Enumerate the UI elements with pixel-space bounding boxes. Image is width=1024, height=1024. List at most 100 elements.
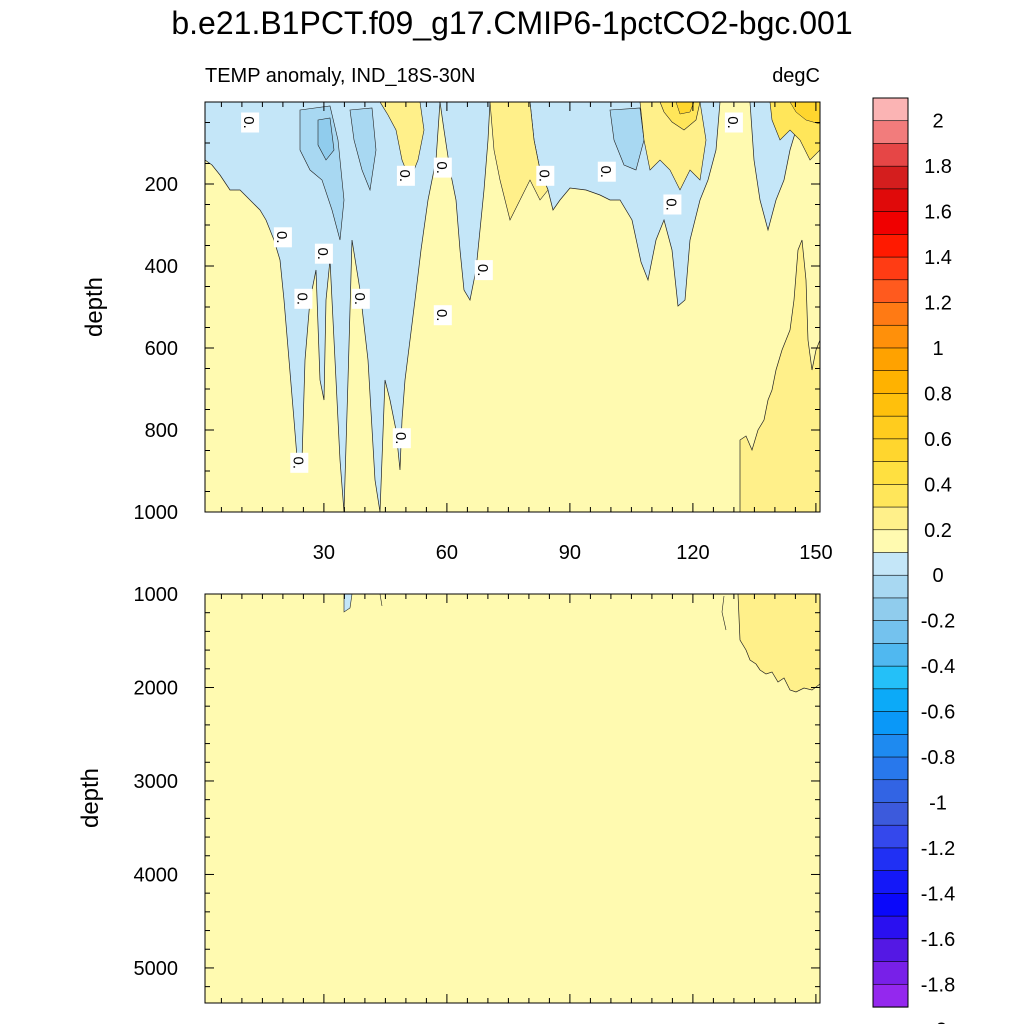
lower-positive-region-east	[737, 594, 820, 693]
contour-label-background	[351, 288, 370, 309]
colorbar-swatch	[872, 506, 909, 531]
contour-label-background	[663, 194, 682, 215]
colorbar-swatch	[872, 938, 909, 963]
colorbar-swatch	[872, 438, 909, 463]
lower-y-tick-label: 2000	[134, 677, 179, 699]
contour-label-background	[273, 227, 292, 248]
contour-label-background	[536, 165, 555, 186]
lower-contour-west-2	[379, 594, 383, 607]
contour-label: 0.	[351, 288, 370, 309]
contour-label: 0.	[392, 428, 411, 449]
upper-positive-surface-6	[675, 102, 695, 115]
colorbar-swatch	[872, 234, 909, 258]
contour-label: 0.	[433, 305, 452, 326]
colorbar-swatch	[872, 279, 909, 304]
contour-label-background	[597, 161, 616, 182]
upper-y-tick-label: 200	[145, 174, 178, 196]
contour-label-background	[724, 112, 743, 133]
upper-x-axis: 30 60 90 120 150	[220, 102, 833, 564]
colorbar-swatch	[872, 143, 909, 167]
contour-label-text: 0.	[314, 247, 331, 260]
colorbar-tick-label: -2	[929, 1020, 947, 1024]
contour-label: 0.	[240, 112, 260, 133]
colorbar-swatch	[872, 870, 909, 894]
upper-positive-surface-2	[489, 102, 549, 221]
contour-label-background	[433, 157, 452, 178]
lower-contour-east-1	[721, 595, 727, 631]
colorbar-swatch	[872, 529, 909, 554]
upper-x-tick-label: 90	[559, 542, 581, 564]
chart-title: b.e21.B1PCT.f09_g17.CMIP6-1pctCO2-bgc.00…	[171, 5, 852, 41]
colorbar-tick-label: 0.2	[924, 520, 952, 542]
colorbar-swatch	[872, 324, 909, 349]
upper-x-tick-label: 60	[436, 542, 458, 564]
colorbar-tick-label: 0.4	[924, 474, 952, 496]
colorbar-tick-label: 1.6	[924, 202, 952, 224]
upper-y-tick-label: 400	[145, 256, 178, 278]
upper-y-label: depth	[81, 277, 108, 337]
upper-contour-labels: 0. 0. 0. 0. 0. 0. 0. 0. 0. 0. 0. 0. 0. 0. 0.	[240, 112, 743, 473]
colorbar-tick-label: 1.2	[924, 293, 952, 315]
contour-label-text: 0.	[433, 161, 450, 174]
contour-label-background	[241, 112, 260, 133]
colorbar-swatch	[872, 597, 909, 622]
contour-label-text: 0.	[662, 198, 679, 211]
upper-negative-core-2	[349, 107, 377, 192]
colorbar-swatch	[872, 393, 909, 417]
colorbar-swatch	[872, 983, 909, 1008]
upper-x-tick-label: 150	[799, 542, 832, 564]
chart-units: degC	[772, 65, 820, 87]
colorbar-swatch	[872, 893, 909, 917]
colorbar-swatch	[872, 688, 909, 713]
colorbar-swatch	[872, 461, 909, 485]
colorbar-swatch	[872, 211, 909, 235]
upper-negative-core-1	[299, 105, 345, 241]
colorbar-tick-label: 0	[932, 565, 943, 587]
contour-label: 0.	[396, 165, 415, 186]
colorbar-swatch	[872, 552, 909, 576]
colorbar-tick-label: 1.8	[924, 156, 952, 178]
colorbar-tick-label: 0.6	[924, 429, 952, 451]
contour-label-background	[290, 452, 309, 473]
contour-label-text: 0.	[396, 170, 413, 183]
contour-label-text: 0.	[433, 309, 450, 322]
lower-y-label: depth	[77, 768, 104, 828]
colorbar-swatch	[872, 733, 909, 758]
colorbar-tick-label: 0.8	[924, 383, 952, 405]
contour-label-text: 0.	[289, 457, 306, 470]
contour-label-background	[474, 260, 493, 281]
upper-negative-core-4	[317, 117, 335, 161]
colorbar-swatch	[872, 824, 909, 849]
contour-label-text: 0.	[597, 165, 614, 178]
contour-label-background	[396, 165, 415, 186]
upper-y-tick-label: 600	[145, 338, 178, 360]
colorbar-swatch	[872, 574, 909, 599]
contour-label: 0.	[289, 452, 309, 473]
contour-label: 0.	[273, 227, 292, 248]
chart-subtitle-left: TEMP anomaly, IND_18S-30N	[205, 65, 475, 87]
colorbar-swatch	[872, 665, 909, 690]
colorbar-swatch	[872, 756, 909, 781]
colorbar-tick-label: -1	[929, 792, 947, 814]
colorbar-swatch	[872, 165, 909, 190]
contour-label: 0.	[474, 260, 493, 281]
colorbar-swatch	[872, 256, 909, 281]
colorbar-swatch	[872, 347, 909, 372]
lower-x-axis	[220, 594, 817, 1003]
colorbar-swatch	[872, 188, 909, 213]
contour-label-background	[433, 305, 452, 326]
colorbar-swatch	[872, 961, 909, 985]
colorbar-tick-label: 2	[932, 111, 943, 133]
colorbar-swatch	[872, 847, 909, 872]
colorbar-swatch	[872, 97, 909, 122]
upper-y-tick-label: 800	[145, 420, 178, 442]
contour-label-background	[392, 428, 411, 449]
upper-x-tick-label: 30	[313, 542, 335, 564]
lower-plot-frame	[204, 593, 821, 1004]
contour-label-text: 0.	[293, 293, 310, 306]
contour-label: 0.	[662, 194, 682, 215]
upper-positive-surface-7	[789, 102, 820, 125]
lower-y-tick-label: 4000	[134, 864, 179, 886]
colorbar-swatch	[872, 620, 909, 644]
